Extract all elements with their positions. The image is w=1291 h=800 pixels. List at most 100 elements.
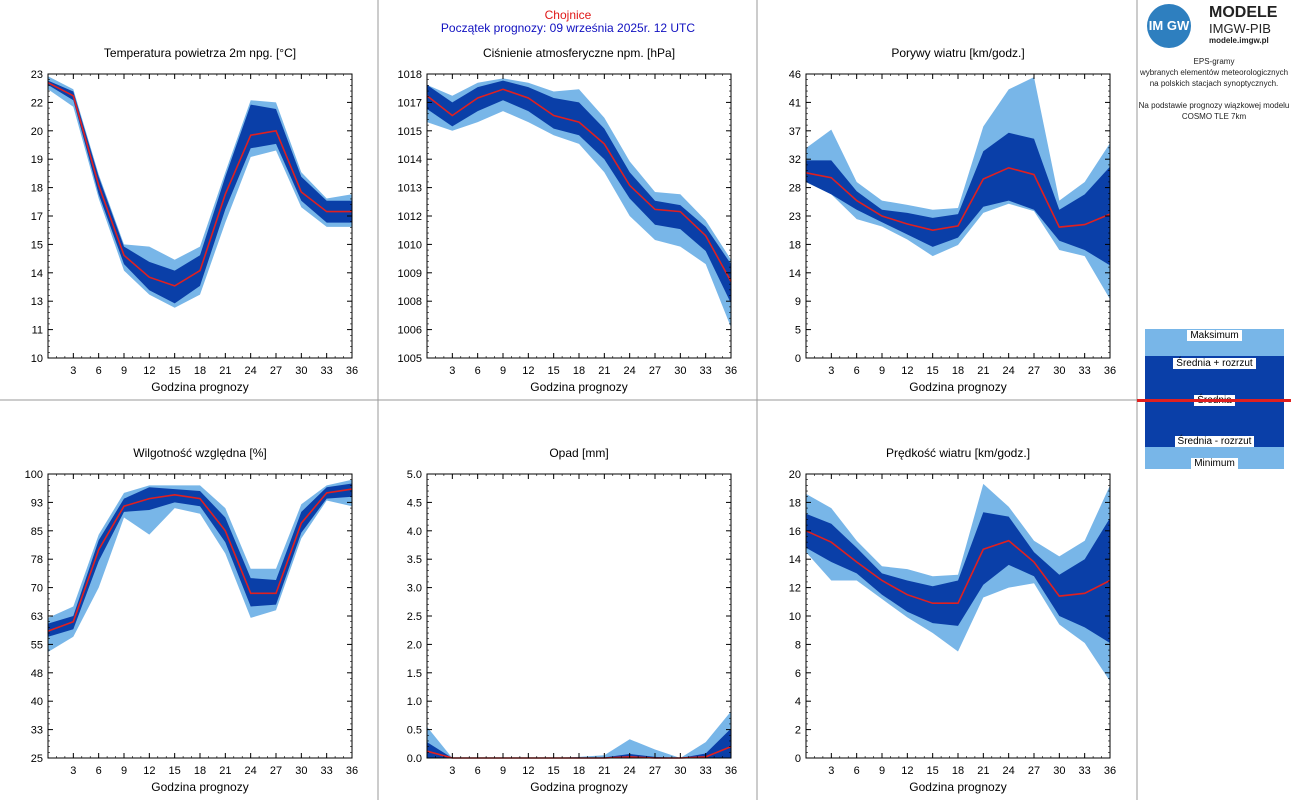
x-tick-label: 12 [522,365,534,377]
info-line-3: na polskich stacjach synoptycznych. [1149,79,1279,88]
mean-line [47,488,353,632]
x-tick-label: 15 [169,765,181,777]
x-tick-label: 15 [927,365,939,377]
x-axis-label: Godzina prognozy [530,780,627,794]
x-tick-label: 36 [1104,365,1116,377]
spread-band [427,728,731,758]
x-tick-label: 30 [674,365,686,377]
y-tick-label: 17 [31,211,43,223]
y-tick-label: 12 [789,583,801,595]
x-tick-label: 3 [449,765,455,777]
x-tick-label: 15 [927,765,939,777]
y-tick-label: 23 [31,69,43,81]
y-tick-label: 14 [31,268,43,280]
x-axis-label: Godzina prognozy [530,380,627,394]
chart-title: Porywy wiatru [km/godz.] [891,46,1024,60]
y-tick-label: 46 [789,69,801,81]
y-tick-label: 0.0 [407,753,422,765]
x-axis-label: Godzina prognozy [151,780,248,794]
y-tick-label: 63 [31,611,43,623]
y-tick-label: 14 [789,554,801,566]
x-tick-label: 3 [70,765,76,777]
x-tick-label: 12 [143,365,155,377]
x-tick-label: 24 [624,765,636,777]
y-tick-label: 4.5 [407,497,422,509]
x-tick-label: 36 [725,365,737,377]
mean-line [805,166,1111,232]
logo-title: MODELE [1209,4,1278,21]
x-tick-label: 18 [194,365,206,377]
y-tick-label: 33 [31,725,43,737]
x-tick-label: 9 [879,365,885,377]
chart-title: Temperatura powietrza 2m npg. [°C] [104,46,296,60]
x-tick-label: 12 [143,765,155,777]
x-tick-label: 18 [194,765,206,777]
spread-band [48,80,352,304]
y-tick-label: 0 [795,753,801,765]
station-name: Chojnice [544,8,592,22]
x-tick-label: 6 [475,765,481,777]
x-tick-label: 12 [522,765,534,777]
x-tick-label: 33 [1079,365,1091,377]
x-tick-label: 33 [1079,765,1091,777]
x-tick-label: 30 [295,365,307,377]
x-tick-label: 6 [854,365,860,377]
legend-min: Minimum [1145,458,1284,470]
x-tick-label: 6 [96,765,102,777]
legend-mean-plus: Średnia + rozrzut [1145,358,1284,370]
x-tick-label: 15 [169,365,181,377]
x-tick-label: 18 [952,365,964,377]
y-tick-label: 3.5 [407,554,422,566]
x-tick-label: 27 [270,365,282,377]
x-tick-label: 33 [321,365,333,377]
y-tick-label: 28 [789,183,801,195]
y-tick-label: 13 [31,296,43,308]
y-tick-label: 4 [795,696,801,708]
x-tick-label: 9 [879,765,885,777]
legend-mean-minus: Średnia - rozrzut [1145,436,1284,448]
x-tick-label: 21 [219,365,231,377]
x-tick-label: 24 [245,765,257,777]
chart-title: Ciśnienie atmosferyczne npm. [hPa] [483,46,675,60]
x-tick-label: 27 [1028,765,1040,777]
y-tick-label: 5 [795,325,801,337]
y-tick-label: 20 [31,126,43,138]
y-tick-label: 1014 [398,154,422,166]
y-tick-label: 41 [789,97,801,109]
x-axis-label: Godzina prognozy [151,380,248,394]
spread-band [806,512,1110,643]
mean-line [426,88,732,282]
y-tick-label: 19 [31,154,43,166]
y-tick-label: 2.5 [407,611,422,623]
spread-band [48,483,352,637]
y-tick-label: 0 [795,353,801,365]
x-tick-label: 21 [977,365,989,377]
x-tick-label: 30 [674,765,686,777]
y-tick-label: 100 [25,469,43,481]
y-tick-label: 1010 [398,239,422,251]
y-tick-label: 0.5 [407,725,422,737]
y-tick-label: 1015 [398,126,422,138]
mean-line [47,81,352,287]
envelope-band [48,479,352,652]
x-tick-label: 18 [573,365,585,377]
x-tick-label: 15 [548,765,560,777]
y-tick-label: 18 [789,239,801,251]
x-tick-label: 36 [346,765,358,777]
chart-title: Opad [mm] [549,446,608,460]
x-tick-label: 36 [1104,765,1116,777]
y-tick-label: 20 [789,469,801,481]
y-tick-label: 93 [31,497,43,509]
y-tick-label: 22 [31,97,43,109]
info-line-1: EPS-gramy [1193,57,1235,66]
y-tick-label: 1.5 [407,668,422,680]
y-tick-label: 1017 [398,97,422,109]
x-tick-label: 3 [828,365,834,377]
y-tick-label: 25 [31,753,43,765]
y-tick-label: 1013 [398,183,422,195]
y-tick-label: 32 [789,154,801,166]
x-tick-label: 6 [854,765,860,777]
x-tick-label: 18 [573,765,585,777]
x-tick-label: 9 [121,365,127,377]
x-tick-label: 12 [901,765,913,777]
